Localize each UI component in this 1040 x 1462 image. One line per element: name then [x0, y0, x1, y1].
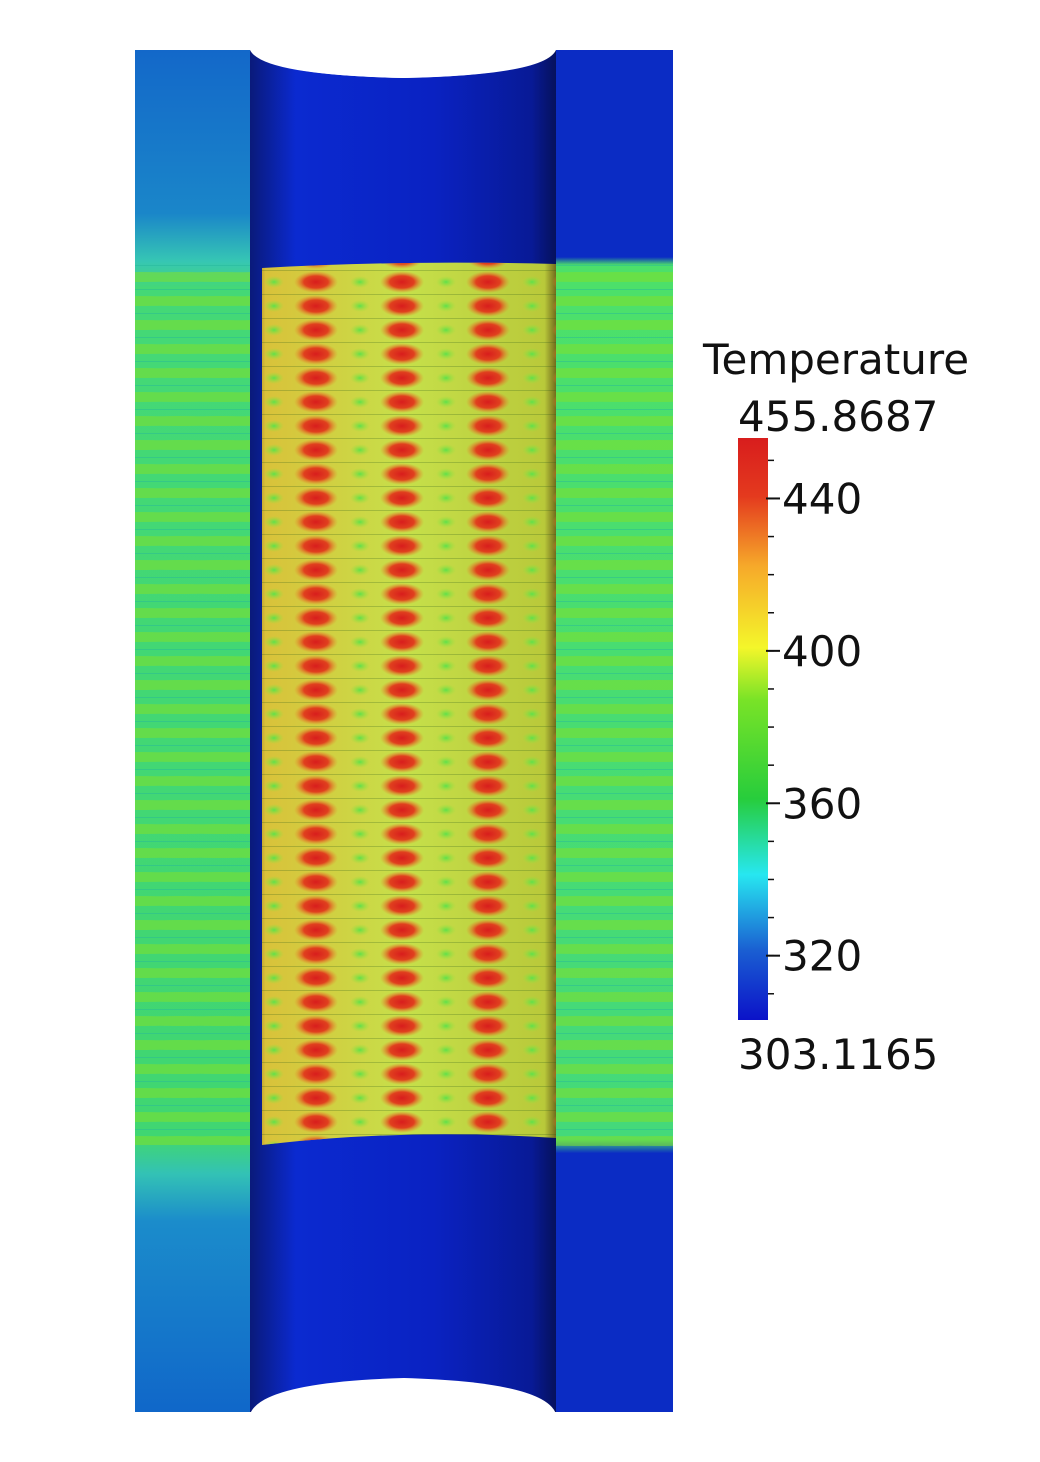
colorbar: Temperature 455.8687 440 400 360 320 303.11… [702, 335, 969, 1079]
colorbar-max-label: 455.8687 [738, 392, 938, 441]
colorbar-tick-label: 440 [782, 474, 862, 523]
colorbar-tick-label: 360 [782, 779, 862, 828]
colorbar-gradient [738, 438, 768, 1020]
heated-zone [262, 262, 556, 1146]
colorbar-title: Temperature [702, 335, 969, 384]
colorbar-tick-label: 320 [782, 932, 862, 981]
left-wall [135, 50, 250, 1412]
colorbar-tick-label: 400 [782, 627, 862, 676]
right-wall [556, 50, 673, 1412]
colorbar-min-label: 303.1165 [738, 1030, 938, 1079]
cylinder-top-opening [250, 48, 556, 78]
cylinder-bottom-opening [250, 1378, 556, 1414]
